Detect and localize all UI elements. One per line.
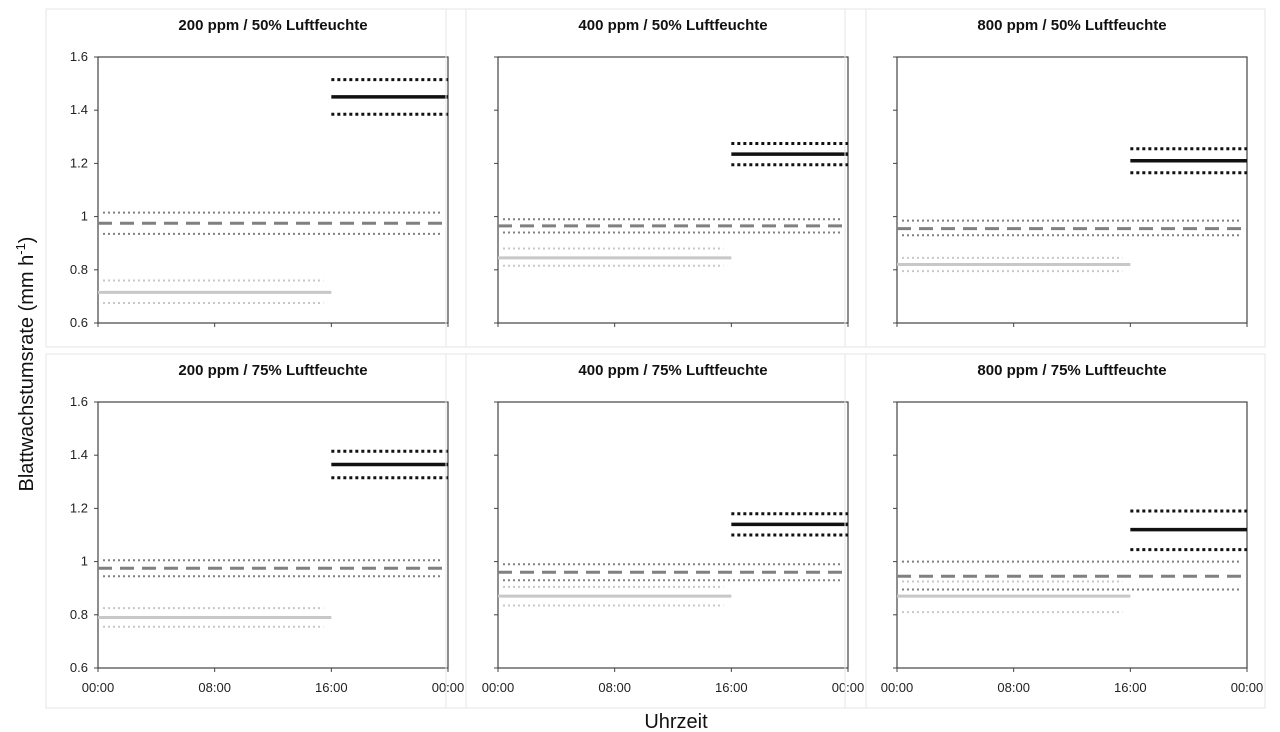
y-tick-label: 1.4 [70, 447, 88, 462]
y-tick-label: 1.2 [70, 500, 88, 515]
plot-area [497, 401, 849, 669]
chart-panel-4: 200 ppm / 75% Luftfeuchte 0.6 0.8 1 1.2 1.4 1.… [45, 353, 467, 709]
panel-title: 800 ppm / 75% Luftfeuchte [977, 362, 1166, 379]
panel-title: 800 ppm / 50% Luftfeuchte [977, 17, 1166, 34]
y-tick-label: 1.6 [70, 49, 88, 64]
y-axis-label-superscript: -1 [13, 243, 28, 255]
x-tick-label: 00:00 [82, 680, 115, 695]
x-tick-label: 00:00 [432, 680, 465, 695]
panel-title: 200 ppm / 75% Luftfeuchte [178, 362, 367, 379]
x-tick-label: 08:00 [997, 680, 1030, 695]
panel-title: 400 ppm / 75% Luftfeuchte [578, 362, 767, 379]
x-tick-label: 16:00 [315, 680, 348, 695]
x-tick-label: 16:00 [715, 680, 748, 695]
x-tick-label: 08:00 [598, 680, 631, 695]
panels-group: 200 ppm / 50% Luftfeuchte 0.6 0.8 1 1.2 1.4 1.… [45, 8, 1266, 709]
y-tick-label: 1.4 [70, 102, 88, 117]
panel-title: 200 ppm / 50% Luftfeuchte [178, 17, 367, 34]
plot-area [497, 56, 849, 324]
x-tick-label: 16:00 [1114, 680, 1147, 695]
x-tick-label: 00:00 [1231, 680, 1264, 695]
y-tick-label: 0.6 [70, 660, 88, 675]
chart-panel-6: 800 ppm / 75% Luftfeuchte 00:00 08:00 16:00… [844, 353, 1266, 709]
chart-panel-1: 200 ppm / 50% Luftfeuchte 0.6 0.8 1 1.2 1.4 1.… [45, 8, 467, 348]
panel-frame [445, 353, 867, 709]
y-tick-label: 0.6 [70, 315, 88, 330]
chart-panel-3: 800 ppm / 50% Luftfeuchte [844, 8, 1266, 348]
y-axis-label-end: ) [16, 237, 38, 244]
panel-frame [45, 353, 467, 709]
panel-frame [445, 8, 867, 348]
plot-area [97, 56, 449, 324]
y-tick-label: 1.6 [70, 394, 88, 409]
chart-panel-2: 400 ppm / 50% Luftfeuchte [445, 8, 867, 348]
y-tick-label: 1 [81, 554, 88, 569]
panel-frame [45, 8, 467, 348]
y-tick-label: 1.2 [70, 155, 88, 170]
panel-title: 400 ppm / 50% Luftfeuchte [578, 17, 767, 34]
panel-frame [844, 353, 1266, 709]
x-tick-label: 00:00 [832, 680, 865, 695]
y-tick-label: 1 [81, 209, 88, 224]
x-tick-label: 00:00 [881, 680, 914, 695]
plot-area [896, 56, 1248, 324]
y-tick-label: 0.8 [70, 262, 88, 277]
plot-area [896, 401, 1248, 669]
x-tick-label: 00:00 [482, 680, 515, 695]
y-axis-label-main: Blattwachstumsrate (mm h [16, 255, 38, 492]
x-tick-label: 08:00 [198, 680, 231, 695]
plot-area [97, 401, 449, 669]
chart-panel-5: 400 ppm / 75% Luftfeuchte 00:00 08:00 16:00… [445, 353, 867, 709]
panel-frame [844, 8, 1266, 348]
y-tick-label: 0.8 [70, 607, 88, 622]
y-axis-label: Blattwachstumsrate (mm h-1) [13, 237, 38, 492]
x-axis-label: Uhrzeit [644, 711, 708, 732]
